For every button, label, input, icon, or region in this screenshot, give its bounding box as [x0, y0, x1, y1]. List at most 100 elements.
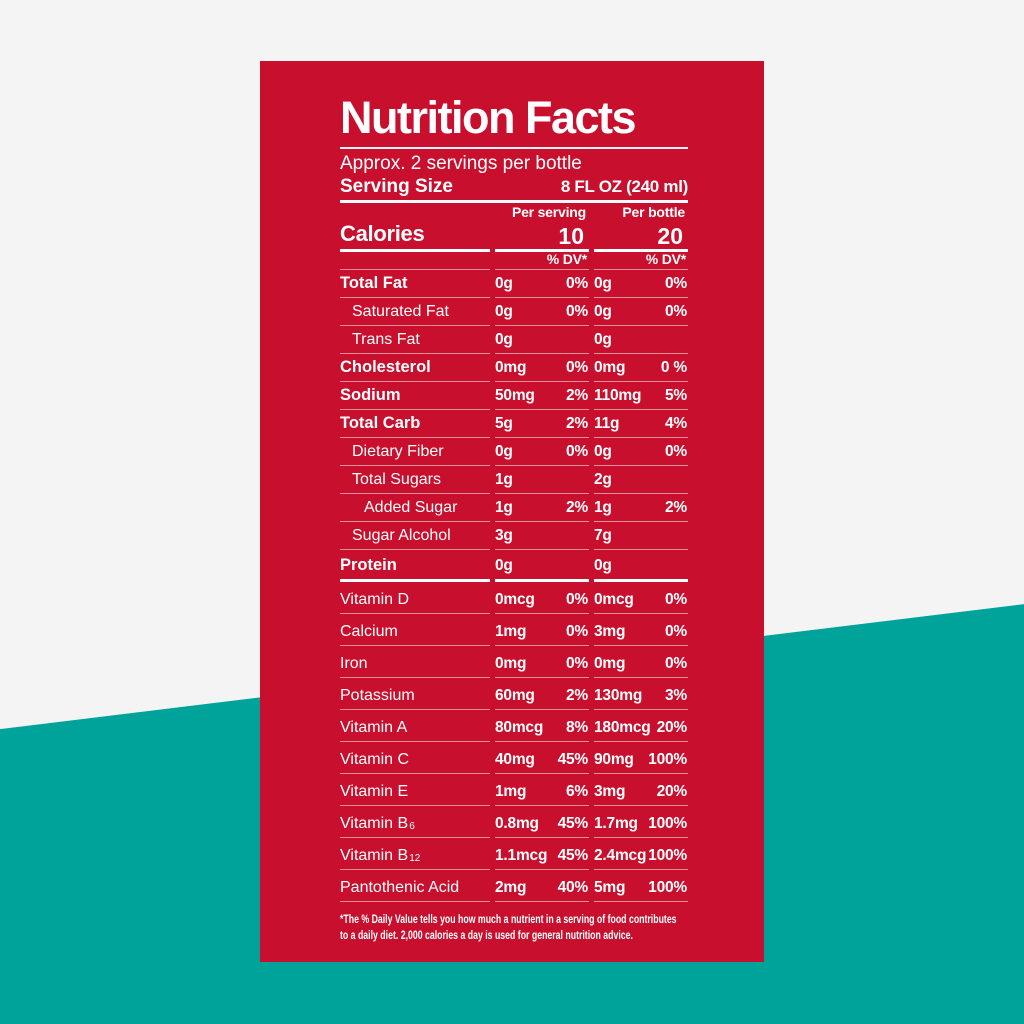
bottle-amount: 0mg: [594, 655, 626, 672]
bottle-amount: 7g: [594, 527, 612, 544]
serving-dv: 0%: [565, 591, 588, 608]
per-serving-cell: 1g 2%: [495, 494, 589, 522]
nutrient-row: Added Sugar 1g 2% 1g 2%: [340, 494, 688, 522]
bottle-dv: 100%: [648, 815, 687, 832]
serving-amount: 0g: [495, 331, 513, 348]
nutrient-row: Sodium 50mg 2% 110mg 5%: [340, 382, 688, 410]
serving-amount: 1mg: [495, 783, 527, 800]
nutrient-row: Calcium 1mg 0% 3mg 0%: [340, 614, 688, 646]
bottle-amount: 130mg: [594, 687, 643, 704]
nutrient-name-cell: Protein: [340, 550, 490, 582]
serving-amount: 0g: [495, 303, 513, 320]
per-bottle-cell: 3mg 20%: [594, 774, 688, 806]
per-bottle-cell: 130mg 3%: [594, 678, 688, 710]
nutrient-name-cell: Total Sugars: [340, 466, 490, 494]
nutrient-name: Vitamin B: [340, 847, 409, 864]
title-divider: [340, 147, 688, 149]
per-serving-cell: 0g 0%: [495, 298, 589, 326]
nutrient-name: Vitamin B: [340, 815, 409, 832]
dv-header-serving-cell: % DV*: [495, 251, 589, 270]
bottle-dv: 0 %: [660, 359, 687, 376]
per-bottle-cell: 11g 4%: [594, 410, 688, 438]
nutrient-name-cell: Sodium: [340, 382, 490, 410]
per-serving-cell: 40mg 45%: [495, 742, 589, 774]
nutrient-row: Vitamin E 1mg 6% 3mg 20%: [340, 774, 688, 806]
nutrient-name: Protein: [340, 556, 397, 574]
nutrient-name: Calcium: [340, 623, 398, 640]
nutrient-name-cell: Iron: [340, 646, 490, 678]
nutrient-row: Vitamin B 6 0.8mg 45% 1.7mg 100%: [340, 806, 688, 838]
bottle-dv: 3%: [664, 687, 687, 704]
bottle-amount: 0g: [594, 557, 612, 574]
nutrient-name-cell: Total Fat: [340, 270, 490, 298]
per-bottle-cell: 3mg 0%: [594, 614, 688, 646]
per-bottle-cell: 0mg 0%: [594, 646, 688, 678]
nutrient-row: Vitamin D 0mcg 0% 0mcg 0%: [340, 582, 688, 614]
per-serving-cell: 0g 0%: [495, 270, 589, 298]
bottle-amount: 110mg: [594, 387, 642, 404]
per-serving-cell: 80mcg 8%: [495, 710, 589, 742]
bottle-dv: 0%: [664, 623, 687, 640]
serving-dv: 0%: [565, 303, 588, 320]
nutrient-name: Vitamin A: [340, 719, 408, 736]
serving-amount: 0.8mg: [495, 815, 539, 832]
bottle-amount: 0g: [594, 275, 612, 292]
nutrient-name-cell: Vitamin E: [340, 774, 490, 806]
nutrient-row: Total Carb 5g 2% 11g 4%: [340, 410, 688, 438]
nutrient-name: Trans Fat: [352, 331, 420, 348]
nutrient-name: Added Sugar: [364, 499, 458, 516]
dv-header-serving: % DV*: [546, 251, 587, 267]
per-bottle-cell: 0g: [594, 550, 688, 582]
calories-per-bottle-cell: 20: [594, 221, 688, 252]
bottle-amount: 2.4mcg: [594, 847, 647, 864]
serving-amount: 50mg: [495, 387, 535, 404]
serving-dv: 2%: [565, 387, 588, 404]
per-serving-cell: 1mg 0%: [495, 614, 589, 646]
nutrient-name-cell: Total Carb: [340, 410, 490, 438]
bottle-dv: 0%: [664, 275, 687, 292]
serving-size-divider: [340, 200, 688, 203]
bottle-amount: 180mcg: [594, 719, 651, 736]
nutrient-name: Potassium: [340, 687, 415, 704]
per-serving-cell: 60mg 2%: [495, 678, 589, 710]
bottle-dv: 20%: [656, 719, 688, 736]
serving-amount: 0mcg: [495, 591, 535, 608]
footnote: *The % Daily Value tells you how much a …: [340, 912, 688, 944]
per-serving-cell: 50mg 2%: [495, 382, 589, 410]
nutrient-name-cell: Sugar Alcohol: [340, 522, 490, 550]
bottle-dv: 0%: [664, 443, 687, 460]
per-bottle-cell: 2.4mcg 100%: [594, 838, 688, 870]
per-bottle-cell: 0g 0%: [594, 438, 688, 466]
nutrient-name-subscript: 6: [409, 821, 415, 832]
dv-header-spacer: [340, 251, 490, 270]
serving-amount: 3g: [495, 527, 513, 544]
per-bottle-cell: 0mg 0 %: [594, 354, 688, 382]
nutrient-name: Cholesterol: [340, 358, 431, 376]
per-serving-cell: 0g: [495, 326, 589, 354]
nutrient-name-cell: Saturated Fat: [340, 298, 490, 326]
nutrient-name-cell: Vitamin A: [340, 710, 490, 742]
column-headers: Per serving Per bottle: [340, 203, 688, 221]
per-bottle-cell: 0g 0%: [594, 298, 688, 326]
per-serving-cell: 0g 0%: [495, 438, 589, 466]
nutrition-facts-title: Nutrition Facts: [340, 92, 637, 143]
serving-dv: 2%: [565, 415, 588, 432]
footnote-line-1: *The % Daily Value tells you how much a …: [340, 914, 677, 926]
per-bottle-cell: 1.7mg 100%: [594, 806, 688, 838]
nutrient-row: Vitamin A 80mcg 8% 180mcg 20%: [340, 710, 688, 742]
dv-header-bottle-cell: % DV*: [594, 251, 688, 270]
bottle-amount: 1g: [594, 499, 612, 516]
nutrient-row: Sugar Alcohol 3g 7g: [340, 522, 688, 550]
serving-amount: 1g: [495, 499, 513, 516]
dv-header-bottle: % DV*: [645, 251, 686, 267]
serving-amount: 5g: [495, 415, 513, 432]
per-serving-header: Per serving: [511, 204, 586, 220]
label-content: Nutrition Facts Approx. 2 servings per b…: [340, 61, 688, 944]
bottle-amount: 2g: [594, 471, 612, 488]
nutrient-row: Vitamin C 40mg 45% 90mg 100%: [340, 742, 688, 774]
nutrient-row: Protein 0g 0g: [340, 550, 688, 582]
serving-dv: 0%: [565, 443, 588, 460]
serving-amount: 1g: [495, 471, 513, 488]
serving-dv: 0%: [565, 655, 588, 672]
